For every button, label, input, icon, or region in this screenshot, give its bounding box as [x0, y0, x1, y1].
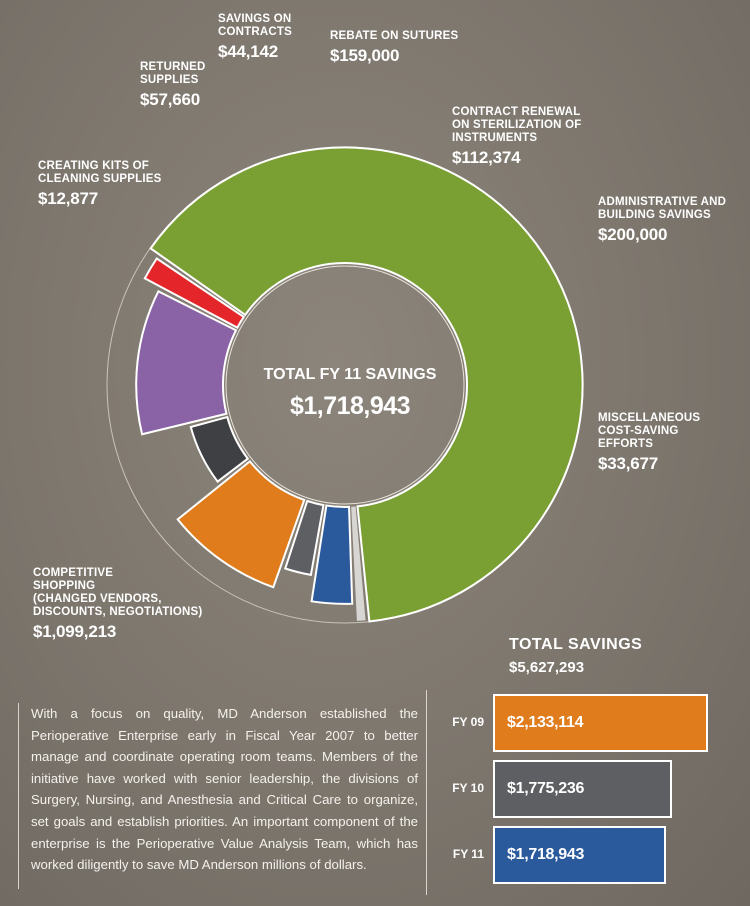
- donut-slice-7: [143, 257, 246, 329]
- fy11-bar: $1,718,943: [493, 826, 666, 884]
- label-administrative: ADMINISTRATIVE AND BUILDING SAVINGS $200…: [598, 196, 727, 244]
- donut-slice-3: [284, 499, 325, 577]
- donut-slice-6: [135, 290, 238, 436]
- fy10-value: $1,775,236: [507, 780, 585, 797]
- fy11-label: FY 11: [452, 847, 484, 861]
- total-savings-amount: $5,627,293: [509, 659, 585, 676]
- fy10-label: FY 10: [452, 781, 484, 795]
- label-creating-kits: CREATING KITS OF CLEANING SUPPLIES $12,8…: [38, 160, 162, 208]
- fy11-value: $1,718,943: [507, 846, 585, 863]
- donut-slice-1: [351, 506, 366, 621]
- divider: [426, 690, 427, 895]
- fy09-label: FY 09: [452, 715, 484, 729]
- label-contract-renewal: CONTRACT RENEWAL ON STERILIZATION OF INS…: [452, 106, 582, 167]
- label-miscellaneous: MISCELLANEOUS COST-SAVING EFFORTS $33,67…: [598, 412, 701, 473]
- description-text: With a focus on quality, MD Anderson est…: [31, 706, 418, 873]
- donut-slice-5: [189, 415, 250, 483]
- fy10-row: FY 10 $1,775,236: [440, 760, 740, 820]
- fy09-bar: $2,133,114: [493, 694, 708, 752]
- total-savings-heading: TOTAL SAVINGS $5,627,293: [509, 636, 642, 676]
- label-savings-on-contracts: SAVINGS ON CONTRACTS $44,142: [218, 13, 292, 61]
- donut-slice-4: [176, 459, 306, 589]
- fy10-bar: $1,775,236: [493, 760, 672, 818]
- label-rebate-on-sutures: REBATE ON SUTURES $159,000: [330, 30, 459, 65]
- fy09-value: $2,133,114: [507, 714, 584, 731]
- center-total: $1,718,943: [289, 392, 411, 420]
- label-returned-supplies: RETURNED SUPPLIES $57,660: [140, 61, 206, 109]
- donut-slice-2: [310, 504, 354, 605]
- center-title: TOTAL FY 11 SAVINGS: [263, 366, 437, 383]
- donut-chart: [106, 146, 584, 624]
- total-savings-title: TOTAL SAVINGS: [509, 636, 643, 653]
- donut-slice-0: [149, 146, 584, 623]
- description-paragraph: With a focus on quality, MD Anderson est…: [18, 703, 418, 889]
- fy11-row: FY 11 $1,718,943: [440, 826, 740, 886]
- inner-ring: [225, 265, 465, 505]
- fy09-row: FY 09 $2,133,114: [440, 694, 740, 754]
- label-competitive-shopping: COMPETITIVE SHOPPING (CHANGED VENDORS, D…: [33, 567, 203, 641]
